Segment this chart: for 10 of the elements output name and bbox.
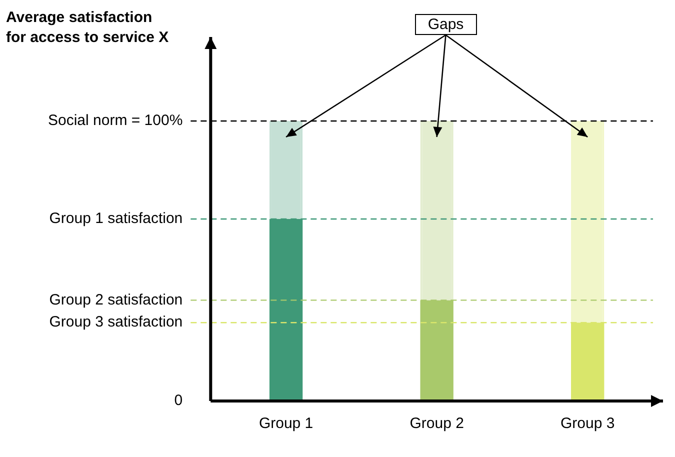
y-tick-label: Group 3 satisfaction <box>49 314 183 331</box>
x-tick-label: Group 2 <box>410 415 464 432</box>
y-tick-label: 0 <box>174 392 183 410</box>
y-axis-title: Average satisfaction for access to service X <box>6 8 169 48</box>
x-tick-label: Group 3 <box>560 415 615 432</box>
y-tick-label: Group 2 satisfaction <box>49 291 183 308</box>
x-tick-label: Group 1 <box>258 415 314 432</box>
y-tick-label: Group 1 satisfaction <box>49 210 183 228</box>
text: Gaps <box>414 14 477 35</box>
y-tick-label: Social norm = 100% <box>48 112 183 130</box>
